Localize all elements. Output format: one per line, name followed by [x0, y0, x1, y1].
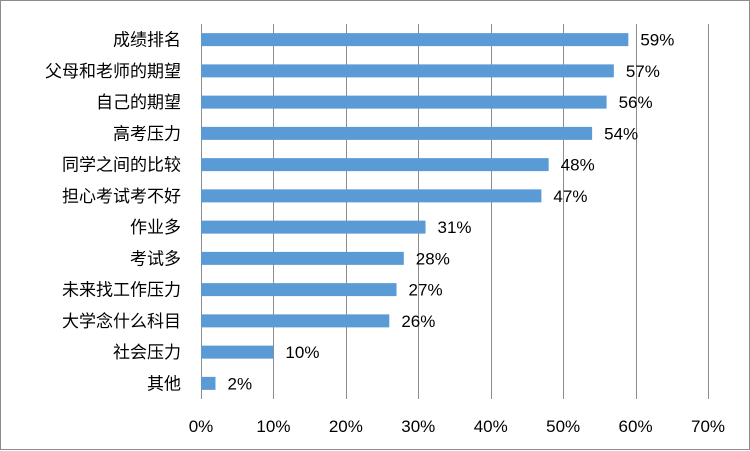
value-label: 2% — [227, 374, 252, 393]
grid-lines — [201, 24, 709, 399]
value-label: 59% — [640, 31, 674, 50]
bar — [201, 376, 216, 390]
value-label: 57% — [626, 62, 660, 81]
x-tick-label: 10% — [256, 417, 290, 436]
category-label: 高考压力 — [113, 124, 181, 144]
x-tick-label: 40% — [474, 417, 508, 436]
bar — [201, 189, 542, 203]
bar — [201, 95, 607, 109]
value-label: 54% — [604, 124, 638, 143]
value-label: 28% — [416, 249, 450, 268]
value-label: 48% — [561, 156, 595, 175]
x-tick-label: 70% — [691, 417, 725, 436]
category-label: 其他 — [147, 374, 181, 394]
value-label: 27% — [409, 281, 443, 300]
value-labels: 59% 57% 56% 54% 48% 47% 31% 28% 27% 26% 10% 2% — [227, 31, 674, 394]
value-label: 31% — [438, 218, 472, 237]
bar — [201, 345, 274, 359]
category-label: 父母和老师的期望 — [45, 62, 181, 82]
category-label: 考试多 — [130, 249, 181, 269]
bar — [201, 158, 549, 172]
value-label: 10% — [285, 343, 319, 362]
category-label: 成绩排名 — [113, 31, 181, 51]
bar — [201, 220, 426, 234]
bar — [201, 283, 397, 297]
bar — [201, 314, 390, 328]
category-label: 作业多 — [130, 218, 181, 238]
bar — [201, 126, 593, 140]
x-tick-label: 20% — [329, 417, 363, 436]
x-tick-label: 50% — [546, 417, 580, 436]
category-labels: 成绩排名父母和老师的期望自己的期望高考压力同学之间的比较担心考试考不好作业多考试… — [45, 31, 181, 395]
x-tick-label: 0% — [189, 417, 214, 436]
value-label: 26% — [401, 312, 435, 331]
bar — [201, 33, 629, 47]
category-label: 未来找工作压力 — [62, 281, 181, 301]
bar — [201, 251, 404, 265]
x-tick-labels: 0% 10% 20% 30% 40% 50% 60% 70% — [189, 417, 725, 436]
bars — [201, 33, 629, 390]
x-tick-label: 30% — [401, 417, 435, 436]
category-label: 社会压力 — [113, 343, 181, 363]
category-label: 同学之间的比较 — [62, 156, 181, 176]
category-label: 大学念什么科目 — [62, 311, 181, 332]
category-label: 担心考试考不好 — [62, 187, 181, 207]
value-label: 56% — [619, 93, 653, 112]
x-tick-label: 60% — [619, 417, 653, 436]
bar — [201, 64, 614, 78]
value-label: 47% — [553, 187, 587, 206]
category-label: 自己的期望 — [96, 93, 181, 113]
